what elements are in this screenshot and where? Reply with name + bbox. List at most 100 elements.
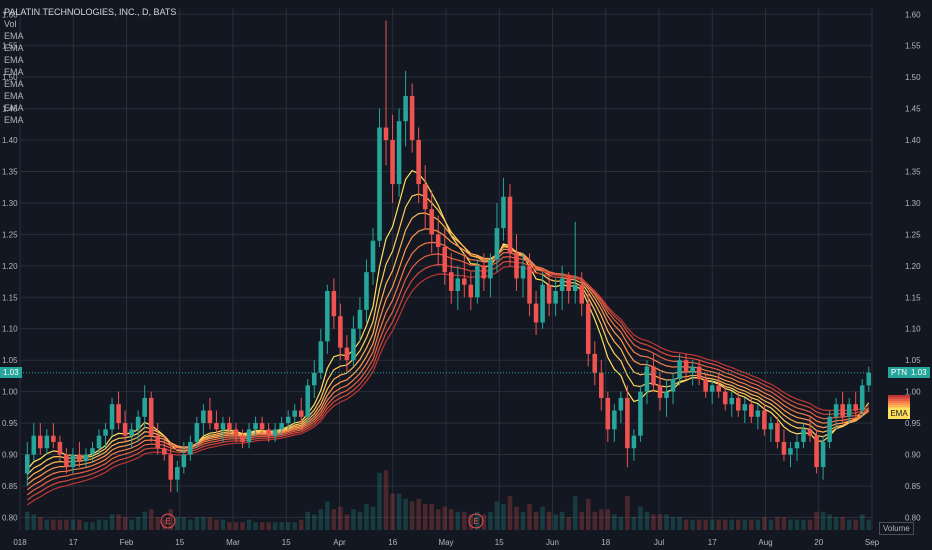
earnings-marker-icon [468, 513, 484, 529]
candle-body [233, 429, 239, 436]
volume-bar [122, 517, 128, 530]
y-tick-label: 1.50 [905, 73, 921, 82]
y-tick-label: 1.15 [905, 293, 921, 302]
candle-body [194, 423, 200, 442]
candle-body [253, 423, 258, 430]
volume-bar [253, 522, 258, 530]
candle-body [788, 448, 793, 455]
volume-bar [227, 522, 232, 530]
volume-bar [194, 517, 200, 530]
y-tick-label: 1.45 [2, 105, 18, 114]
earnings-marker-icon [160, 513, 176, 529]
candle-body [272, 429, 278, 436]
legend-item-ema[interactable]: EMA [4, 67, 24, 77]
candle-body [546, 284, 552, 304]
volume-bar [618, 517, 624, 530]
volume-bar [383, 470, 389, 530]
candle-body [175, 467, 180, 480]
volume-bar [188, 519, 193, 530]
y-tick-label: 1.45 [905, 105, 921, 114]
legend-item-ema[interactable]: EMA [4, 91, 24, 101]
volume-bar [481, 514, 487, 530]
candle-body [38, 435, 43, 449]
ema-color-stack [888, 395, 910, 409]
candle-body [494, 228, 500, 260]
volume-bar [64, 519, 69, 530]
volume-bar [103, 519, 108, 530]
y-tick-label: 0.85 [2, 482, 18, 491]
candle-body [462, 278, 467, 285]
volume-bar [129, 519, 134, 530]
volume-bar [475, 511, 480, 530]
candle-body [64, 454, 69, 468]
candle-body [664, 391, 669, 398]
candle-body [442, 246, 448, 273]
candle-body [807, 429, 813, 436]
candle-body [161, 448, 167, 455]
volume-bar [168, 509, 174, 530]
y-axis-right: 0.80 0.85 0.90 0.95 1.00 1.05 1.10 1.15 1.20 1.25… [905, 10, 921, 522]
volume-bar [214, 519, 219, 530]
legend-item-vol[interactable]: Vol [4, 19, 17, 29]
last-price-badge-left: 1.03 [0, 367, 22, 378]
volume-bar [96, 519, 102, 530]
legend-item-ema[interactable]: EMA [4, 31, 24, 41]
volume-bar [644, 511, 650, 530]
volume-bar [390, 493, 395, 530]
volume-bar [657, 514, 663, 530]
candle-body [833, 404, 839, 417]
candle-body [116, 404, 121, 424]
candle-body [514, 253, 519, 279]
candle-body [866, 372, 872, 386]
candle-body [148, 397, 154, 436]
candle-body [351, 328, 356, 361]
candle-body [729, 397, 735, 405]
volume-bar [820, 511, 826, 530]
volume-bar [814, 511, 819, 530]
candle-body [311, 372, 317, 386]
volume-bar [553, 514, 558, 530]
y-tick-label: 1.40 [2, 136, 18, 145]
volume-bar [859, 514, 865, 530]
candle-body [331, 291, 337, 317]
volume-bar [38, 517, 43, 530]
volume-bar [540, 506, 545, 530]
volume-bar [298, 519, 304, 530]
candle-body [325, 291, 330, 342]
x-tick-label: 018 [13, 538, 27, 547]
legend-item-ema[interactable]: EMA [4, 55, 24, 65]
y-tick-label: 0.80 [905, 513, 921, 522]
volume-bar [670, 517, 676, 530]
candle-body [207, 410, 213, 424]
candle-body [781, 441, 787, 455]
legend-item-ema[interactable]: EMA [4, 115, 24, 125]
volume-bar [240, 522, 245, 530]
volume-bar [416, 498, 421, 530]
candle-body [220, 423, 226, 430]
y-tick-label: 1.55 [2, 42, 18, 51]
volume-bar [377, 472, 382, 530]
legend-item-ema[interactable]: EMA [4, 43, 24, 53]
candle-body [722, 391, 728, 405]
candle-body [240, 435, 245, 442]
x-tick-label: Jul [654, 538, 664, 547]
ema-stack-swatch [888, 395, 910, 397]
candle-body [279, 423, 284, 430]
volume-bar [559, 511, 565, 530]
candle-body [409, 96, 415, 141]
ema-line [26, 241, 870, 491]
volume-bar [566, 517, 571, 530]
volume-bar [142, 511, 147, 530]
candle-body [599, 372, 604, 398]
legend-item-ema[interactable]: EMA [4, 79, 24, 89]
candle-body [90, 448, 95, 455]
ema-stack-swatch [888, 401, 910, 403]
y-tick-label: 1.15 [2, 293, 18, 302]
candle-body [129, 429, 134, 436]
legend-item-ema[interactable]: EMA [4, 103, 24, 113]
candle-body [612, 410, 617, 430]
candle-body [168, 454, 174, 480]
x-tick-label: 18 [601, 538, 610, 547]
candle-body [468, 284, 474, 298]
